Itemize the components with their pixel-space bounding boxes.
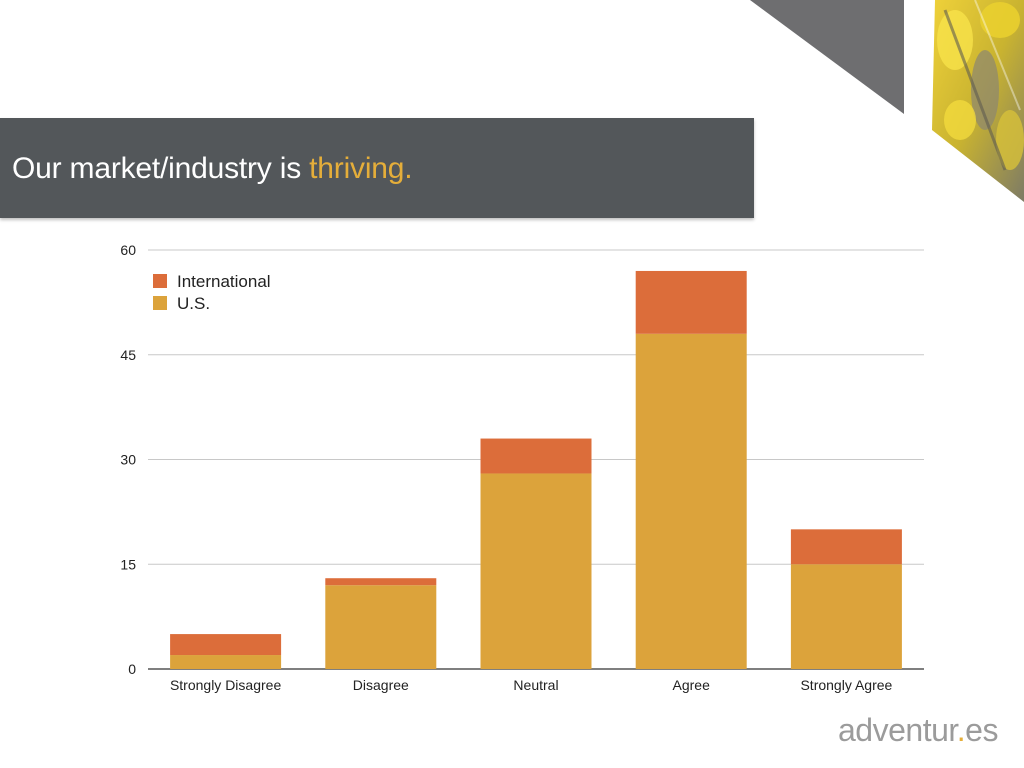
x-category-label: Agree xyxy=(673,677,711,693)
brand-text-a: adventur xyxy=(838,712,957,748)
legend-swatch xyxy=(153,296,167,310)
bar-international-disagree xyxy=(325,578,437,586)
x-category-label: Strongly Disagree xyxy=(170,677,281,693)
bar-international-strongly-agree xyxy=(790,529,902,565)
y-tick-label: 45 xyxy=(120,347,136,363)
legend: International U.S. xyxy=(153,272,271,313)
bar-international-strongly-disagree xyxy=(170,634,282,656)
bar-u-s-strongly-agree xyxy=(790,564,902,669)
legend-label: U.S. xyxy=(177,294,210,313)
x-category-label: Disagree xyxy=(353,677,409,693)
title-highlight-text: thriving. xyxy=(309,152,413,185)
title-band xyxy=(0,118,754,218)
x-category-label: Strongly Agree xyxy=(800,677,892,693)
title-main-text: Our market/industry is xyxy=(12,152,310,185)
bar-u-s-disagree xyxy=(325,585,437,669)
label-layer: 0 15 30 45 60 Strongly Disagree Disagree Neutra… xyxy=(120,242,892,693)
bar-u-s-neutral xyxy=(480,473,592,669)
bar-u-s-strongly-disagree xyxy=(170,655,282,669)
brand-logo: adventur.es xyxy=(838,712,998,749)
legend-swatch xyxy=(153,274,167,288)
bar-international-agree xyxy=(635,270,747,334)
bar-layer xyxy=(170,270,902,669)
y-tick-label: 15 xyxy=(120,556,136,572)
slide-title: Our market/industry is thriving. xyxy=(12,149,413,189)
y-tick-label: 30 xyxy=(120,452,136,468)
legend-label: International xyxy=(177,272,271,291)
y-tick-label: 60 xyxy=(120,242,136,258)
bar-international-neutral xyxy=(480,438,592,474)
bar-u-s-agree xyxy=(635,333,747,669)
brand-dot: . xyxy=(956,712,966,748)
brand-text-b: es xyxy=(965,712,998,748)
x-category-label: Neutral xyxy=(513,677,558,693)
y-tick-label: 0 xyxy=(128,661,136,677)
